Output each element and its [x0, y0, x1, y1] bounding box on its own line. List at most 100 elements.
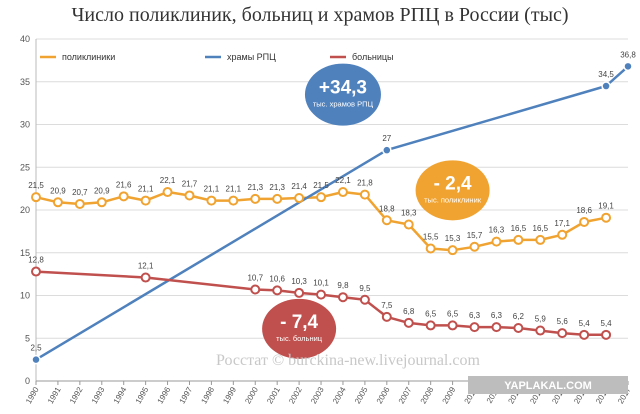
data-label: 21,3	[269, 183, 285, 192]
data-label: 20,9	[94, 186, 110, 195]
data-point	[31, 192, 41, 203]
data-label: 21,3	[247, 183, 263, 192]
data-point	[272, 193, 283, 204]
data-label: 10,7	[247, 274, 263, 283]
data-label: 21,5	[313, 181, 329, 190]
x-tick-label: 1993	[90, 385, 107, 405]
data-label: 17,1	[554, 219, 570, 228]
data-label: 12,8	[28, 256, 44, 265]
x-tick-label: 1991	[46, 385, 63, 405]
data-label: 5,6	[557, 317, 569, 326]
annotation-bubble-clinics	[415, 160, 490, 221]
data-point	[469, 322, 480, 333]
annotation-caption: тыс. храмов РПЦ	[313, 100, 374, 109]
data-point	[52, 197, 63, 208]
series-markers	[31, 61, 633, 365]
watermark: Росстат © burckina-new.livejournal.com Y…	[216, 352, 628, 394]
data-label: 6,3	[469, 311, 481, 320]
data-label: 21,7	[182, 179, 198, 188]
data-point	[140, 272, 151, 283]
data-label: 22,1	[335, 176, 351, 185]
data-label: 18,3	[401, 209, 417, 218]
data-label: 16,3	[489, 226, 505, 235]
data-point	[250, 284, 261, 295]
chart-title: Число поликлиник, больниц и храмов РПЦ в…	[71, 4, 569, 26]
y-tick-label: 20	[20, 205, 30, 215]
x-tick-label: 1994	[112, 385, 129, 405]
data-point	[294, 193, 305, 204]
annotation-bubble-churches	[304, 63, 381, 126]
data-label: 15,7	[467, 231, 483, 240]
data-point	[447, 320, 458, 331]
data-label: 27	[382, 134, 391, 143]
data-point	[359, 189, 370, 200]
data-point	[513, 234, 524, 245]
y-tick-label: 40	[20, 34, 30, 44]
data-label: 21,1	[226, 185, 242, 194]
x-tick-label: 1992	[68, 385, 85, 405]
watermark-text: Росстат © burckina-new.livejournal.com	[216, 352, 480, 369]
data-point	[403, 317, 414, 328]
data-label: 7,5	[381, 301, 393, 310]
y-tick-label: 35	[20, 77, 30, 87]
data-label: 19,1	[598, 202, 614, 211]
data-point	[491, 322, 502, 333]
data-label: 18,6	[576, 206, 592, 215]
legend-entry: храмы РПЦ	[227, 52, 276, 62]
data-point	[337, 292, 348, 303]
annotation-caption: тыс. больниц	[276, 334, 323, 343]
legend-entry: больницы	[352, 52, 394, 62]
data-point	[272, 285, 283, 296]
x-tick-label: 2007	[397, 385, 414, 405]
data-label: 16,5	[533, 224, 549, 233]
data-label: 15,5	[423, 232, 439, 241]
data-label: 16,5	[511, 224, 527, 233]
x-tick-label: 2006	[375, 385, 392, 405]
data-point	[184, 190, 195, 201]
site-badge-text: YAPLAKAL.COM	[504, 380, 592, 392]
data-label: 18,8	[379, 204, 395, 213]
data-label: 21,1	[204, 185, 220, 194]
legend-entry: поликлиники	[62, 52, 115, 62]
data-label: 21,8	[357, 179, 373, 188]
x-tick-label: 1996	[156, 385, 173, 405]
x-tick-label: 1998	[199, 385, 216, 405]
data-label: 36,8	[620, 50, 636, 59]
data-point	[557, 328, 568, 339]
x-tick-label: 2009	[441, 385, 458, 405]
data-label: 6,8	[403, 307, 415, 316]
data-label: 10,1	[313, 279, 329, 288]
data-point	[294, 287, 305, 298]
data-label: 21,6	[116, 180, 132, 189]
data-point	[535, 325, 546, 336]
axes: 0 5 10 15 20 25 30 35 40 1990 1991 1992 1993 1994 1995…	[20, 34, 633, 405]
data-label: 2,5	[30, 344, 42, 353]
data-point	[316, 289, 327, 300]
data-label: 10,3	[291, 277, 307, 286]
data-point	[579, 329, 590, 340]
data-label: 9,8	[337, 281, 349, 290]
data-point	[140, 195, 151, 206]
data-point	[601, 212, 612, 223]
x-tick-label: 2004	[331, 385, 348, 405]
data-label: 15,3	[445, 234, 461, 243]
site-badge	[468, 376, 628, 394]
data-point	[601, 81, 611, 91]
data-label: 34,5	[598, 70, 614, 79]
data-point	[425, 243, 436, 254]
annotation-value: - 7,4	[280, 312, 318, 333]
x-tick-label: 2002	[287, 385, 304, 405]
y-tick-label: 5	[25, 333, 30, 343]
annotation-value: +34,3	[319, 78, 367, 99]
data-point	[74, 199, 85, 210]
annotation-bubble-hospitals	[262, 298, 337, 359]
x-tick-label: 2008	[419, 385, 436, 405]
x-tick-label: 1995	[134, 385, 151, 405]
data-label: 6,5	[425, 309, 437, 318]
y-tick-label: 0	[25, 376, 30, 386]
data-point	[469, 241, 480, 252]
data-label: 21,5	[28, 181, 44, 190]
data-point	[96, 197, 107, 208]
data-point	[491, 236, 502, 247]
